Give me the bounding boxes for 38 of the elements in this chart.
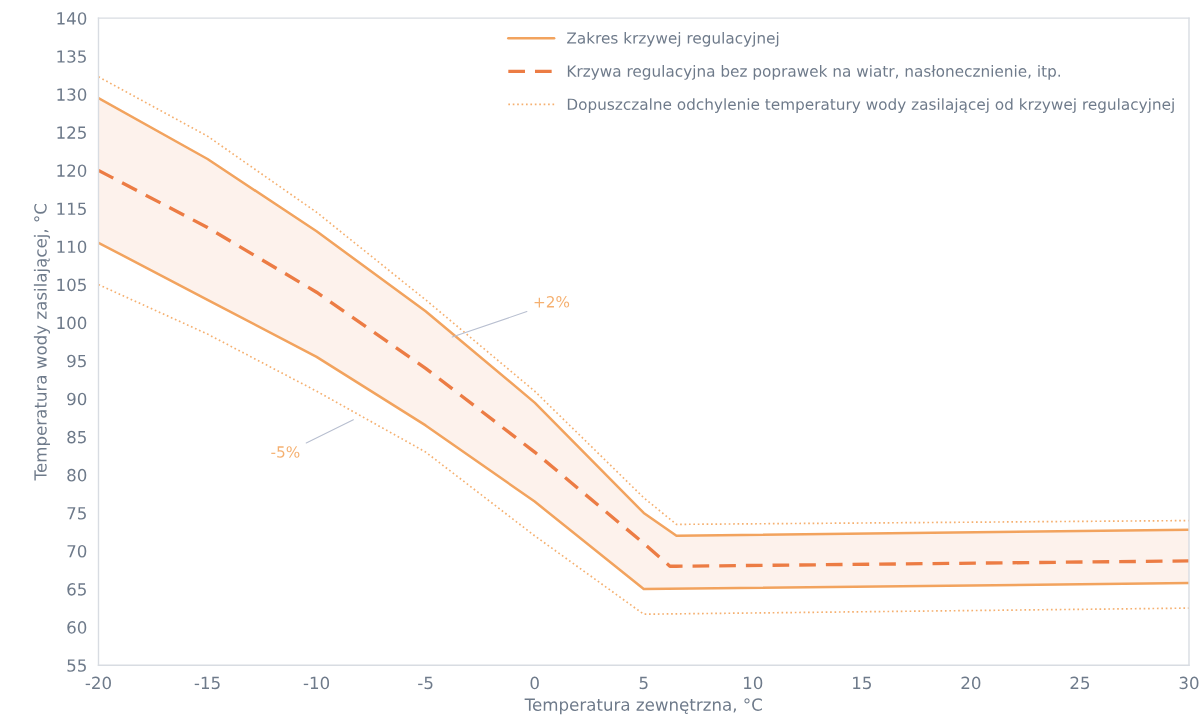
y-tick-label: 130 [57,88,87,101]
y-tick-label: 55 [67,659,86,672]
y-tick-label: 70 [67,544,87,558]
y-tick-label: 115 [57,202,86,216]
y-tick-label: 90 [67,392,87,406]
x-tick-label: 5 [639,676,648,690]
legend-label: Dopuszczalne odchylenie temperatury wody zasilającej od krzywej regulacyjnej [567,98,1174,113]
x-tick-label: 10 [744,676,763,690]
y-tick-label: 85 [67,430,86,444]
x-tick-label: -10 [303,676,330,690]
x-tick-label: 0 [530,676,539,690]
y-tick-label: 135 [57,50,86,63]
line-series [98,168,1189,568]
x-tick-label: -5 [418,676,433,690]
y-tick-label: 140 [57,12,87,25]
y-tick-label: 105 [57,278,86,292]
x-tick-label: 20 [961,676,981,690]
y-tick-label: 75 [67,507,86,520]
line-series [98,241,1189,591]
annotation: +2% [534,296,570,308]
y-tick-label: 120 [57,164,87,177]
y-tick-label: 100 [57,316,87,330]
x-tick-label: 25 [1070,676,1090,690]
y-tick-label: 60 [67,621,87,634]
y-tick-label: 110 [57,240,87,254]
y-tick-label: 95 [67,354,86,368]
x-tick-label: 15 [853,676,871,690]
x-axis-title: Temperatura zewnętrzna, °C [524,698,762,715]
legend-label: Zakres krzywej regulacyjnej [567,31,779,47]
y-tick-label: 65 [67,583,86,596]
y-tick-label: 125 [57,126,86,139]
y-tick-label: 80 [67,468,87,482]
annotation: -5% [271,446,300,458]
x-tick-label: -15 [194,676,220,690]
x-tick-label: 30 [1179,676,1199,690]
y-axis-title: Temperatura wody zasilającej, °C [33,203,50,481]
legend-label: Krzywa regulacyjna bez poprawek na wiatr, nasłonecznienie, itp. [567,65,1061,80]
x-tick-label: -20 [85,676,111,690]
